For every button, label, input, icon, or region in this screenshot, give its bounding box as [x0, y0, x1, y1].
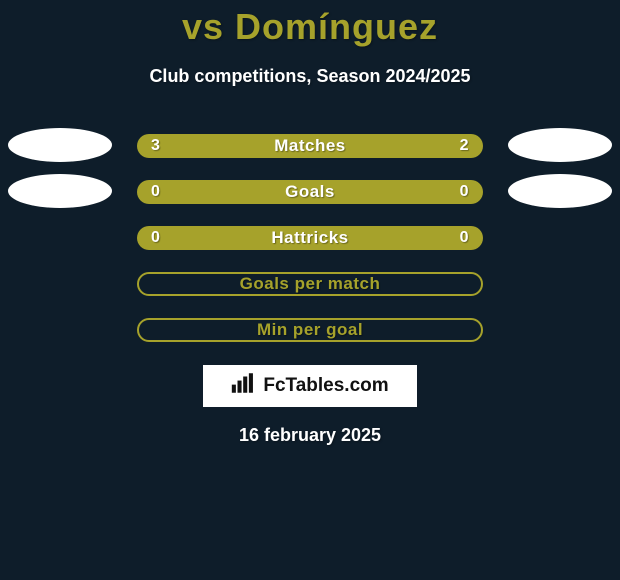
- stat-value-right: 0: [446, 226, 483, 250]
- stat-bar: Matches 3 2: [137, 134, 483, 158]
- page-title: vs Domínguez: [0, 0, 620, 48]
- brand-badge[interactable]: FcTables.com: [203, 365, 417, 407]
- stat-label: Goals per match: [240, 274, 381, 294]
- stat-value-right: 2: [446, 134, 483, 158]
- page-subtitle: Club competitions, Season 2024/2025: [0, 66, 620, 87]
- player-badge-right: [508, 174, 612, 208]
- footer-date: 16 february 2025: [0, 425, 620, 446]
- stat-value-right: 0: [446, 180, 483, 204]
- stat-row: Goals 0 0: [0, 169, 620, 215]
- stat-label: Matches: [274, 136, 346, 156]
- stat-row: Min per goal: [0, 307, 620, 353]
- stat-bar: Goals 0 0: [137, 180, 483, 204]
- stat-value-left: 3: [137, 134, 174, 158]
- stat-row: Hattricks 0 0: [0, 215, 620, 261]
- stat-label: Min per goal: [257, 320, 363, 340]
- stat-bar: Hattricks 0 0: [137, 226, 483, 250]
- brand-text: FcTables.com: [263, 375, 388, 397]
- stats-rows: Matches 3 2 Goals 0 0 Hattricks 0 0 Goals per mat…: [0, 123, 620, 353]
- stat-value-left: 0: [137, 180, 174, 204]
- stat-label: Hattricks: [271, 228, 348, 248]
- stat-bar: Min per goal: [137, 318, 483, 342]
- player-badge-left: [8, 174, 112, 208]
- stat-row: Matches 3 2: [0, 123, 620, 169]
- player-badge-left: [8, 128, 112, 162]
- player-badge-right: [508, 128, 612, 162]
- stat-label: Goals: [285, 182, 335, 202]
- comparison-card: vs Domínguez Club competitions, Season 2…: [0, 0, 620, 580]
- stat-row: Goals per match: [0, 261, 620, 307]
- chart-bars-icon: [231, 372, 257, 400]
- stat-value-left: 0: [137, 226, 174, 250]
- stat-bar: Goals per match: [137, 272, 483, 296]
